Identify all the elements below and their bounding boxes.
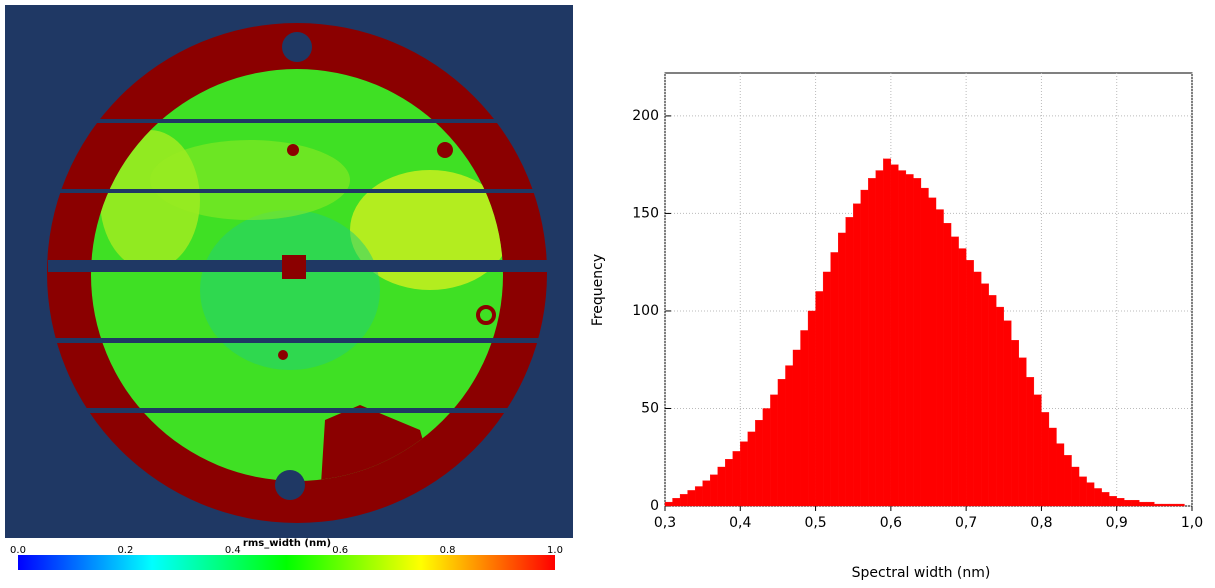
bar (710, 474, 718, 507)
bar (770, 394, 779, 507)
bar (890, 164, 899, 507)
bar (807, 310, 816, 507)
bar (1154, 503, 1163, 507)
bar (988, 295, 997, 507)
bar (732, 451, 741, 507)
bar (1078, 476, 1087, 507)
bar (1109, 496, 1117, 507)
bar (740, 441, 748, 507)
bar (672, 498, 681, 507)
bar (958, 248, 967, 507)
bar (860, 189, 869, 507)
bar (905, 174, 914, 507)
x-tick-label: 0,6 (880, 515, 902, 531)
colorbar-title: rms_width (nm) (243, 538, 331, 549)
bar (950, 236, 959, 507)
bar (868, 178, 876, 507)
y-tick-label: 150 (632, 205, 659, 221)
bar (1048, 427, 1057, 507)
x-tick-label: 0,8 (1030, 515, 1052, 531)
colorbar-tick-label: 0.2 (117, 545, 133, 556)
bar (996, 306, 1004, 507)
bar (717, 466, 726, 507)
x-tick-label: 0,4 (729, 515, 751, 531)
bar (1086, 482, 1095, 507)
x-tick-label: 0,9 (1106, 515, 1128, 531)
y-tick-label: 200 (632, 108, 659, 124)
bar (1018, 357, 1027, 507)
bar (913, 178, 922, 507)
colorbar-tick-label: 0.6 (332, 545, 348, 556)
bar (1026, 377, 1035, 507)
bar (792, 349, 801, 507)
bar (785, 365, 794, 507)
bar (777, 379, 786, 507)
bar (973, 271, 982, 507)
x-axis-label: Spectral width (nm) (852, 565, 991, 581)
bar (687, 490, 696, 507)
bar (1033, 394, 1042, 507)
bar (1041, 412, 1050, 507)
bar (800, 330, 809, 507)
y-axis-label: Frequency (590, 254, 606, 326)
bar (1003, 320, 1012, 507)
colorbar-tick-label: 0.8 (440, 545, 456, 556)
bar (1063, 455, 1072, 507)
bar (815, 291, 824, 507)
wafer-map (5, 5, 573, 538)
bar (830, 252, 839, 507)
y-tick-label: 50 (641, 400, 659, 416)
bar (965, 260, 974, 507)
bar (883, 158, 892, 507)
bar (928, 197, 937, 507)
bar (1116, 498, 1125, 507)
histogram: 0 50 100 150 200 0,3 0,4 0,5 0,6 0,7 0,8 0,9 1,0 (632, 73, 1203, 531)
x-tick-label: 0,7 (955, 515, 977, 531)
bar (853, 203, 861, 507)
bar (702, 480, 711, 507)
bar (1101, 492, 1110, 507)
bar (1139, 501, 1147, 507)
bar (981, 283, 989, 507)
colorbar-tick-label: 0.0 (10, 545, 26, 556)
bar (1056, 443, 1065, 507)
bar (1146, 501, 1155, 507)
bar (664, 501, 673, 507)
bar (755, 420, 764, 507)
bar (920, 187, 929, 507)
bar (1124, 499, 1132, 507)
bar (1093, 488, 1102, 507)
bar (694, 486, 703, 507)
x-tick-label: 0,3 (654, 515, 676, 531)
bar (898, 170, 907, 507)
colorbar-tick-label: 0.4 (225, 545, 241, 556)
bar (747, 431, 756, 507)
x-tick-label: 0,5 (804, 515, 826, 531)
y-tick-label: 100 (632, 303, 659, 319)
bar (1176, 503, 1185, 507)
bar (845, 217, 854, 507)
colorbar-ticks: 0.0 0.2 0.4 0.6 0.8 1.0 (10, 545, 563, 556)
bar (762, 408, 771, 507)
bar (1011, 340, 1019, 507)
bar (822, 271, 831, 507)
colorbar (18, 555, 555, 570)
bar (1131, 499, 1140, 507)
bar (725, 459, 733, 507)
bar (935, 209, 944, 507)
bar (838, 232, 846, 507)
bar (1169, 503, 1178, 507)
bar (943, 223, 952, 507)
bar (1161, 503, 1170, 507)
bar (679, 494, 688, 507)
y-tick-label: 0 (650, 498, 659, 514)
bar (875, 170, 884, 507)
colorbar-tick-label: 1.0 (547, 545, 563, 556)
x-tick-label: 1,0 (1181, 515, 1203, 531)
bar (1071, 466, 1080, 507)
